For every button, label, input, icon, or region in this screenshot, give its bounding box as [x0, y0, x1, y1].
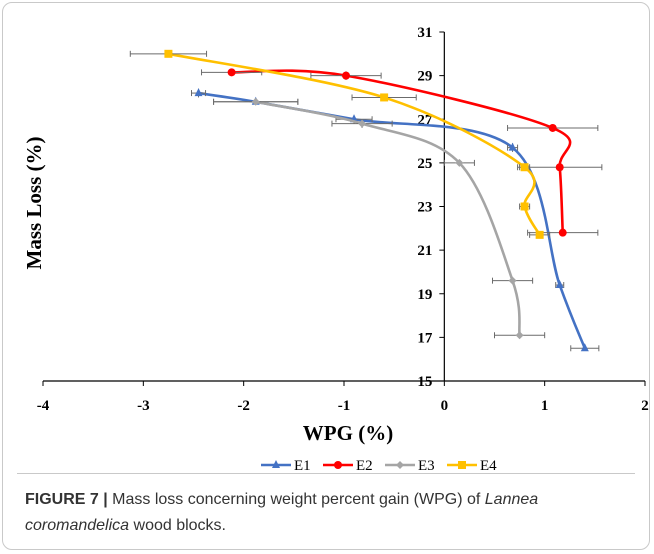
- data-point: [358, 119, 367, 128]
- x-tick-label: 2: [641, 398, 649, 414]
- figure-caption: FIGURE 7 | Mass loss concerning weight p…: [25, 487, 635, 539]
- data-point: [515, 331, 524, 340]
- x-tick-label: -2: [237, 398, 250, 414]
- legend-label: E3: [418, 458, 435, 473]
- data-point: [548, 123, 557, 132]
- legend: E1 E2 E3 E4: [261, 458, 497, 473]
- legend-label: E4: [480, 458, 497, 473]
- y-tick-label: 15: [417, 374, 432, 390]
- data-point: [535, 230, 544, 239]
- y-tick-label: 19: [417, 287, 432, 303]
- data-point: [555, 280, 564, 289]
- x-axis-title: WPG (%): [303, 421, 393, 445]
- data-point: [380, 93, 389, 102]
- y-axis-title: Mass Loss (%): [22, 136, 46, 269]
- y-tick-label: 29: [417, 69, 432, 85]
- legend-item-e3: E3: [385, 458, 435, 473]
- series-layer: [129, 49, 603, 352]
- legend-item-e4: E4: [447, 458, 497, 473]
- series-e4: [129, 49, 551, 239]
- legend-label: E1: [294, 458, 311, 473]
- data-point: [342, 71, 351, 80]
- data-point: [396, 461, 404, 469]
- x-tick-label: -4: [37, 398, 50, 414]
- data-point: [272, 460, 280, 468]
- data-point: [455, 158, 464, 167]
- y-tick-label: 23: [417, 200, 432, 216]
- legend-item-e1: E1: [261, 458, 311, 473]
- series-line: [255, 100, 521, 336]
- y-tick-label: 17: [417, 330, 433, 346]
- caption-text: Mass loss concerning weight percent gain…: [107, 491, 485, 508]
- x-tick-label: 1: [541, 398, 549, 414]
- data-point: [164, 49, 173, 58]
- y-tick-label: 31: [417, 25, 432, 41]
- y-tick-label: 25: [417, 156, 432, 172]
- caption-figure-label: FIGURE 7 |: [25, 491, 108, 508]
- data-point: [334, 461, 342, 469]
- data-point: [508, 276, 517, 285]
- series-line: [168, 52, 541, 236]
- x-tick-label: -3: [137, 398, 150, 414]
- x-tick-label: 0: [441, 398, 449, 414]
- data-point: [520, 163, 529, 172]
- data-point: [194, 88, 203, 97]
- series-line: [231, 69, 572, 233]
- series-e2: [201, 68, 603, 237]
- data-point: [558, 228, 567, 237]
- data-point: [555, 163, 564, 172]
- legend-item-e2: E2: [323, 458, 373, 473]
- data-point: [520, 202, 529, 211]
- y-tick-label: 21: [417, 243, 432, 259]
- legend-label: E2: [356, 458, 373, 473]
- data-point: [580, 343, 589, 352]
- series-e3: [213, 97, 546, 340]
- caption-divider: [17, 473, 635, 474]
- caption-species: Lannea coromandelica: [25, 491, 539, 534]
- data-point: [251, 97, 260, 106]
- data-point: [508, 142, 517, 151]
- data-point: [458, 461, 466, 469]
- data-point: [227, 68, 236, 77]
- caption-text-end: wood blocks.: [129, 517, 227, 534]
- x-tick-label: -1: [338, 398, 351, 414]
